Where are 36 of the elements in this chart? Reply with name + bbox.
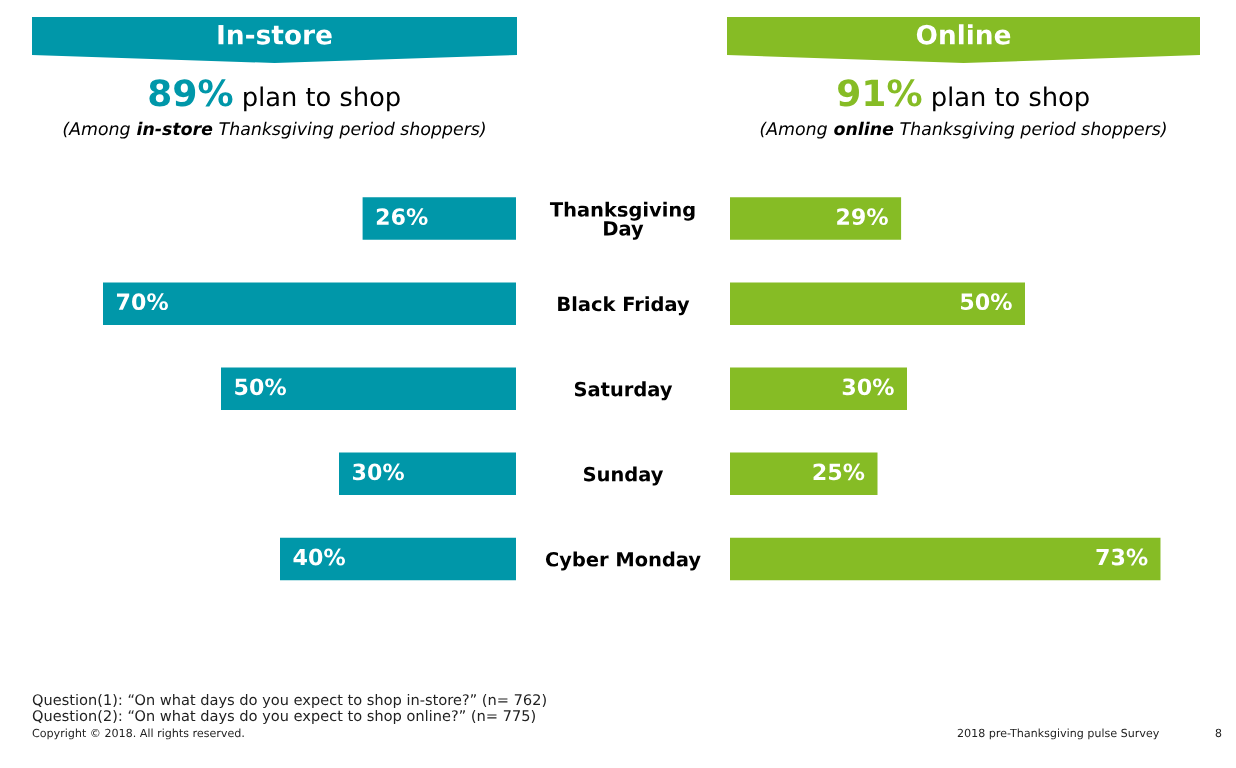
chart-title: In-store (218, 25, 332, 45)
bar (103, 282, 516, 325)
data-label: 30% (352, 463, 404, 481)
y-tick-label: Black Friday (558, 296, 690, 316)
bar (730, 452, 878, 496)
bar (362, 197, 516, 240)
text: 2018 pre-Thanksgiving pulse Survey (957, 728, 1159, 740)
bar (730, 367, 907, 411)
data-label: 29% (837, 208, 888, 225)
data-label: 70% (116, 293, 168, 311)
text: (Among online Thanksgiving period shoppers) (760, 121, 1166, 139)
bar (339, 452, 516, 496)
y-tick-label: Saturday (574, 381, 673, 401)
y-tick-label: Sunday (584, 466, 664, 486)
data-label: 73% (1096, 548, 1148, 566)
text: Question(2): “On what days do you expect to shop online?” (n= 775) (32, 709, 535, 725)
y-tick-label: Thanksgiving Day (549, 201, 695, 240)
data-label: 26% (376, 208, 428, 225)
data-label: 25% (813, 463, 865, 481)
text: Question(1): “On what days do you expect to shop in-store?” (n= 762) (32, 693, 546, 709)
chart-subtitle: 91% plan to shop (838, 79, 1089, 112)
text: 8 (1215, 728, 1222, 738)
data-label: 50% (961, 293, 1012, 311)
text: (Among in-store Thanksgiving period shoppers) (63, 121, 485, 139)
data-label: 40% (293, 548, 345, 566)
text: Copyright © 2018. All rights reserved. (32, 728, 244, 740)
bar (221, 367, 516, 411)
chart-title: Online (916, 24, 1011, 45)
bar (280, 537, 516, 581)
bar (730, 282, 1025, 325)
chart-subtitle: 89% plan to shop (149, 79, 400, 112)
bar (730, 197, 902, 240)
bar (730, 537, 1161, 581)
data-label: 50% (235, 378, 286, 396)
y-tick-label: Cyber Monday (545, 551, 701, 571)
data-label: 30% (842, 378, 894, 396)
